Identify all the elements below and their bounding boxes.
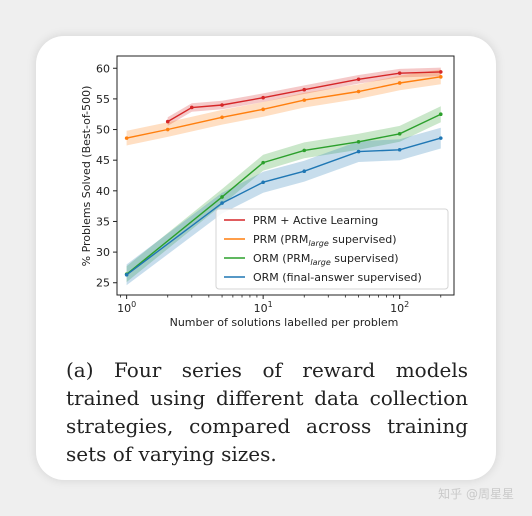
series-line [126, 76, 441, 139]
data-point [356, 89, 361, 94]
confidence-band [126, 69, 441, 146]
data-point [124, 272, 129, 277]
figure-caption: (a) Four series of reward models trained… [66, 358, 468, 466]
data-point [438, 112, 443, 117]
data-point [356, 139, 361, 144]
data-point [220, 195, 224, 199]
data-point [302, 87, 307, 92]
data-point [438, 70, 443, 74]
plot-frame [116, 55, 455, 296]
y-tick-label: 55 [96, 93, 110, 106]
data-point [302, 169, 307, 174]
data-point [302, 98, 307, 102]
legend-label: ORM (final-answer supervised) [253, 271, 422, 284]
legend-label: ORM (PRMlarge supervised) [253, 252, 399, 267]
data-point [302, 148, 307, 153]
data-point [397, 132, 402, 136]
legend-box [215, 208, 449, 290]
x-tick-label: 102 [390, 300, 409, 315]
confidence-band [126, 127, 441, 286]
legend: PRM + Active Learning PRM (PRMlarge super… [215, 208, 449, 290]
x-axis-label: Number of solutions labelled per problem [170, 316, 399, 329]
y-tick-label: 25 [96, 277, 110, 290]
data-point [220, 115, 224, 120]
data-point [220, 201, 224, 205]
data-point [261, 160, 265, 165]
data-point [356, 149, 361, 154]
data-point [261, 95, 265, 100]
watermark: 知乎 @周星星 [438, 487, 514, 501]
legend-label: PRM (PRMlarge supervised) [253, 233, 397, 248]
data-point [189, 105, 194, 110]
data-point [397, 147, 402, 152]
series-points [124, 70, 443, 277]
y-tick-label: 45 [96, 154, 110, 167]
y-tick-label: 35 [96, 215, 110, 228]
data-point [397, 71, 402, 75]
data-point [220, 103, 224, 107]
y-tick-label: 60 [96, 62, 110, 75]
data-point [397, 81, 402, 85]
y-axis-label: % Problems Solved (Best-of-500) [80, 86, 93, 267]
data-point [261, 180, 265, 185]
legend-label: PRM + Active Learning [253, 214, 378, 227]
x-tick-label: 101 [254, 300, 273, 315]
data-point [124, 136, 129, 140]
y-tick-label: 40 [96, 185, 110, 198]
y-tick-label: 50 [96, 124, 110, 137]
data-point [356, 77, 361, 82]
data-point [438, 136, 443, 140]
series-line [167, 71, 441, 123]
confidence-band [126, 106, 441, 283]
y-tick-label: 30 [96, 246, 110, 259]
data-point [165, 119, 170, 124]
data-point [165, 127, 170, 132]
data-point [438, 75, 443, 79]
x-tick-label: 100 [117, 300, 136, 315]
data-point [261, 107, 265, 112]
